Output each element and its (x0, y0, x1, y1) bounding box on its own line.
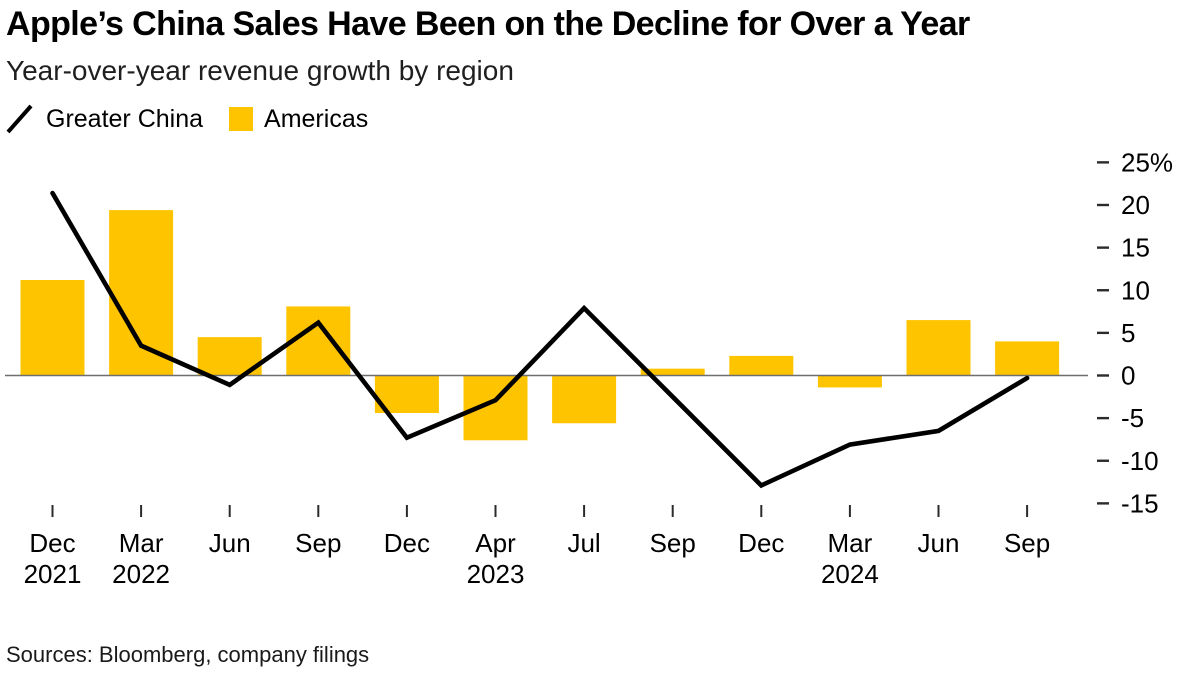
y-tick-label: -10 (1121, 446, 1159, 476)
americas-bar (20, 280, 85, 376)
americas-bar (286, 306, 351, 376)
y-tick-label: 10 (1121, 275, 1150, 305)
americas-bar (109, 210, 174, 376)
americas-bar (729, 355, 794, 376)
x-year-label: 2021 (24, 559, 82, 589)
y-tick-label: 5 (1121, 318, 1135, 348)
x-tick-label: Jul (567, 528, 600, 558)
x-year-label: 2024 (821, 559, 879, 589)
americas-bar (640, 368, 705, 376)
y-tick-label: 15 (1121, 233, 1150, 263)
americas-bar (552, 375, 617, 424)
legend: Greater China Americas (6, 101, 368, 137)
x-tick-label: Sep (650, 528, 696, 558)
x-tick-label: Dec (29, 528, 75, 558)
x-year-label: 2022 (112, 559, 170, 589)
x-tick-label: Dec (738, 528, 784, 558)
x-tick-label: Mar (119, 528, 164, 558)
legend-label-americas: Americas (264, 104, 369, 133)
y-tick-label: 25% (1121, 147, 1173, 177)
x-tick-label: Dec (384, 528, 430, 558)
square-swatch-icon (229, 107, 254, 131)
line-swatch-icon (6, 104, 33, 134)
legend-item-americas: Americas (229, 105, 368, 134)
legend-item-greater-china: Greater China (6, 103, 203, 135)
americas-bar (817, 375, 882, 388)
y-tick-label: 20 (1121, 190, 1150, 220)
x-tick-label: Jun (918, 528, 960, 558)
sources-note: Sources: Bloomberg, company filings (6, 642, 370, 667)
americas-bar (995, 341, 1060, 376)
americas-bar (906, 320, 971, 376)
x-year-label: 2023 (467, 559, 525, 589)
x-tick-label: Sep (1004, 528, 1050, 558)
greater-china-line (50, 190, 1030, 489)
y-tick-label: -5 (1121, 403, 1144, 433)
y-tick-label: 0 (1121, 361, 1135, 391)
x-tick-label: Jun (209, 528, 251, 558)
chart-subtitle: Year-over-year revenue growth by region (6, 55, 514, 86)
legend-label-greater-china: Greater China (46, 104, 204, 133)
x-tick-label: Apr (475, 528, 516, 558)
x-tick-label: Mar (828, 528, 873, 558)
y-tick-label: -15 (1121, 488, 1159, 518)
x-tick-label: Sep (295, 528, 341, 558)
chart-title: Apple’s China Sales Have Been on the Dec… (6, 5, 970, 43)
